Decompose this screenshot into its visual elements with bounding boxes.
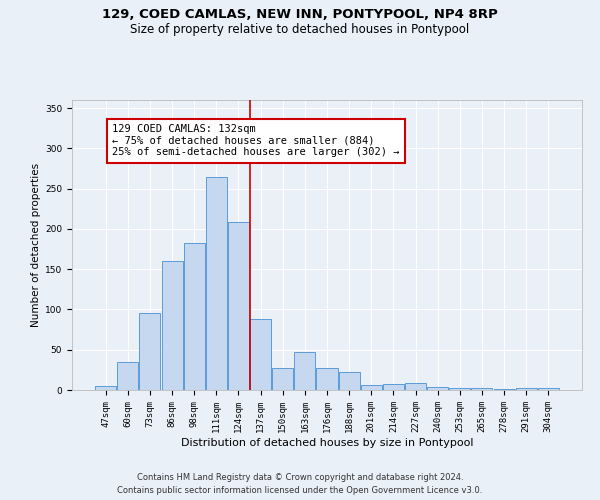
Bar [228,222,249,390]
Bar [95,386,116,390]
Bar [494,389,515,390]
Bar [184,242,205,390]
Bar [250,319,271,390]
Bar [338,372,359,390]
Bar [272,368,293,390]
Bar [295,352,316,390]
Bar [472,388,493,390]
Bar [361,385,382,390]
X-axis label: Distribution of detached houses by size in Pontypool: Distribution of detached houses by size … [181,438,473,448]
Bar [139,314,160,390]
Bar [383,384,404,390]
Bar [515,388,536,390]
Bar [161,261,182,390]
Bar [405,383,426,390]
Text: Contains HM Land Registry data © Crown copyright and database right 2024.
Contai: Contains HM Land Registry data © Crown c… [118,473,482,495]
Bar [449,388,470,390]
Bar [538,388,559,390]
Y-axis label: Number of detached properties: Number of detached properties [31,163,41,327]
Bar [316,368,338,390]
Text: Size of property relative to detached houses in Pontypool: Size of property relative to detached ho… [130,22,470,36]
Bar [118,362,139,390]
Text: 129 COED CAMLAS: 132sqm
← 75% of detached houses are smaller (884)
25% of semi-d: 129 COED CAMLAS: 132sqm ← 75% of detache… [112,124,400,158]
Bar [427,387,448,390]
Text: 129, COED CAMLAS, NEW INN, PONTYPOOL, NP4 8RP: 129, COED CAMLAS, NEW INN, PONTYPOOL, NP… [102,8,498,20]
Bar [206,176,227,390]
